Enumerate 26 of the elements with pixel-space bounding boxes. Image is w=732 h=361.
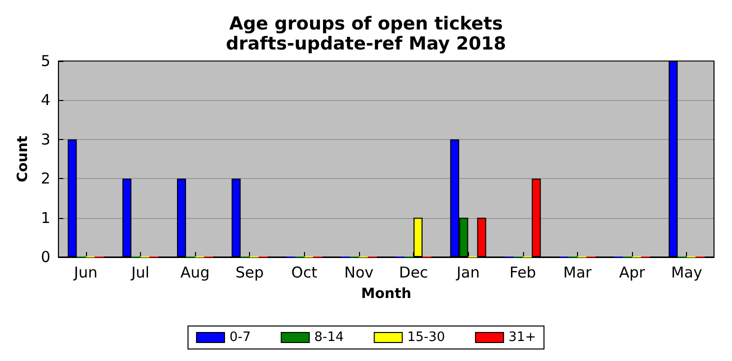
legend-label: 31+ xyxy=(508,330,536,345)
x-tick-label: Nov xyxy=(344,264,374,282)
legend-label: 0-7 xyxy=(230,330,251,345)
x-tick-label: Sep xyxy=(236,264,264,282)
x-tick-label: Oct xyxy=(291,264,318,282)
legend-label: 8-14 xyxy=(314,330,344,345)
x-tick-label: Apr xyxy=(619,264,646,282)
y-tick-label: 5 xyxy=(40,52,50,70)
y-tick-label: 3 xyxy=(40,130,50,148)
x-tick-label: Jan xyxy=(456,264,480,282)
y-axis-title: Count xyxy=(15,135,31,182)
x-tick-label: Mar xyxy=(563,264,592,282)
chart-title: Age groups of open tickets xyxy=(229,14,503,34)
x-tick-label: Feb xyxy=(510,264,536,282)
legend-label: 15-30 xyxy=(407,330,446,345)
x-tick-label: Jun xyxy=(73,264,98,282)
y-tick-label: 4 xyxy=(40,91,50,110)
x-tick-label: Dec xyxy=(399,264,428,282)
x-tick-label: Aug xyxy=(180,264,210,282)
chart-subtitle: drafts-update-ref May 2018 xyxy=(226,34,506,54)
y-tick-label: 2 xyxy=(40,170,50,188)
x-tick-label: May xyxy=(671,264,702,282)
x-tick-label: Jul xyxy=(130,264,150,282)
y-tick-label: 1 xyxy=(40,208,50,227)
y-tick-label: 0 xyxy=(40,248,50,266)
x-axis-title: Month xyxy=(361,286,412,302)
